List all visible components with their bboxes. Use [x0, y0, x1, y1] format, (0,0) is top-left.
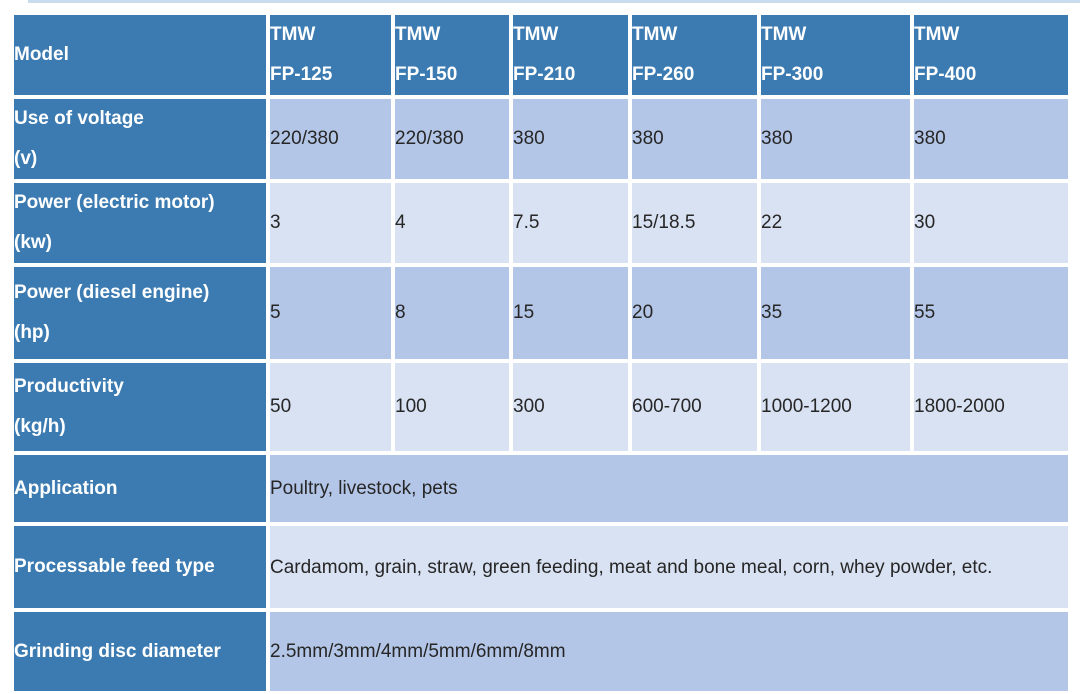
merged-value-cell: Cardamom, grain, straw, green feeding, m… — [268, 524, 1070, 610]
row-label: Power (electric motor) — [14, 192, 215, 213]
spec-value-cell: 220/380 — [393, 97, 511, 181]
model-name-cell: TMW FP-400 — [912, 13, 1070, 97]
row-label: Power (diesel engine) — [14, 282, 210, 303]
spec-value-cell: 20 — [630, 265, 759, 361]
spec-value-cell: 8 — [393, 265, 511, 361]
row-label-cell: Power (electric motor) (kw) — [12, 181, 268, 265]
row-label: Grinding disc diameter — [14, 640, 221, 662]
model-name-cell: TMW FP-210 — [511, 13, 630, 97]
cropped-top-edge-line — [28, 0, 1080, 3]
row-label: Productivity — [14, 376, 124, 397]
disc-diameter-row: Grinding disc diameter 2.5mm/3mm/4mm/5mm… — [12, 610, 1070, 693]
model-name-cell: TMW FP-260 — [630, 13, 759, 97]
model-brand: TMW — [914, 24, 960, 45]
spec-value-cell: 100 — [393, 361, 511, 453]
spec-value-cell: 55 — [912, 265, 1070, 361]
spec-value-cell: 4 — [393, 181, 511, 265]
model-brand: TMW — [395, 24, 441, 45]
row-label: Use of voltage — [14, 108, 144, 129]
spec-value-cell: 15/18.5 — [630, 181, 759, 265]
header-row: Model TMW FP-125 TMW FP-150 TMW FP-210 — [12, 13, 1070, 97]
row-label-unit: (hp) — [14, 322, 50, 343]
row-label-cell: Productivity (kg/h) — [12, 361, 268, 453]
spec-value-cell: 1000-1200 — [759, 361, 912, 453]
model-header-cell: Model — [12, 13, 268, 97]
productivity-row: Productivity (kg/h) 50 100 300 600-700 1… — [12, 361, 1070, 453]
model-name-cell: TMW FP-300 — [759, 13, 912, 97]
model-brand: TMW — [513, 24, 559, 45]
spec-value-cell: 1800-2000 — [912, 361, 1070, 453]
spec-value-cell: 22 — [759, 181, 912, 265]
spec-value-cell: 3 — [268, 181, 393, 265]
application-row: Application Poultry, livestock, pets — [12, 453, 1070, 524]
row-label-unit: (kg/h) — [14, 416, 66, 437]
electric-power-row: Power (electric motor) (kw) 3 4 7.5 15/1… — [12, 181, 1070, 265]
spec-table: Model TMW FP-125 TMW FP-150 TMW FP-210 — [12, 13, 1070, 693]
model-number: FP-210 — [513, 64, 576, 85]
row-label-cell: Application — [12, 453, 268, 524]
spec-value-cell: 5 — [268, 265, 393, 361]
model-header-label: Model — [14, 44, 69, 65]
model-brand: TMW — [761, 24, 807, 45]
spec-value-cell: 7.5 — [511, 181, 630, 265]
row-label: Application — [14, 477, 118, 499]
row-label-cell: Grinding disc diameter — [12, 610, 268, 693]
spec-value-cell: 300 — [511, 361, 630, 453]
model-number: FP-400 — [914, 64, 977, 85]
spec-value-cell: 600-700 — [630, 361, 759, 453]
merged-value-cell: Poultry, livestock, pets — [268, 453, 1070, 524]
row-label-cell: Use of voltage (v) — [12, 97, 268, 181]
merged-value-cell: 2.5mm/3mm/4mm/5mm/6mm/8mm — [268, 610, 1070, 693]
model-number: FP-300 — [761, 64, 824, 85]
voltage-row: Use of voltage (v) 220/380 220/380 380 3… — [12, 97, 1070, 181]
row-label-cell: Processable feed type — [12, 524, 268, 610]
model-brand: TMW — [632, 24, 678, 45]
row-label: Processable feed type — [14, 556, 215, 577]
model-name-cell: TMW FP-125 — [268, 13, 393, 97]
diesel-power-row: Power (diesel engine) (hp) 5 8 15 20 35 … — [12, 265, 1070, 361]
model-name-cell: TMW FP-150 — [393, 13, 511, 97]
spec-value-cell: 380 — [912, 97, 1070, 181]
row-label-unit: (v) — [14, 148, 38, 169]
spec-value-cell: 35 — [759, 265, 912, 361]
feed-type-row: Processable feed type Cardamom, grain, s… — [12, 524, 1070, 610]
model-number: FP-125 — [270, 64, 333, 85]
model-number: FP-150 — [395, 64, 458, 85]
spec-value-cell: 30 — [912, 181, 1070, 265]
row-label-unit: (kw) — [14, 232, 52, 253]
model-brand: TMW — [270, 24, 316, 45]
spec-value-cell: 380 — [759, 97, 912, 181]
spec-value-cell: 220/380 — [268, 97, 393, 181]
spec-value-cell: 380 — [511, 97, 630, 181]
spec-value-cell: 15 — [511, 265, 630, 361]
model-number: FP-260 — [632, 64, 695, 85]
row-label-cell: Power (diesel engine) (hp) — [12, 265, 268, 361]
spec-value-cell: 380 — [630, 97, 759, 181]
spec-value-cell: 50 — [268, 361, 393, 453]
